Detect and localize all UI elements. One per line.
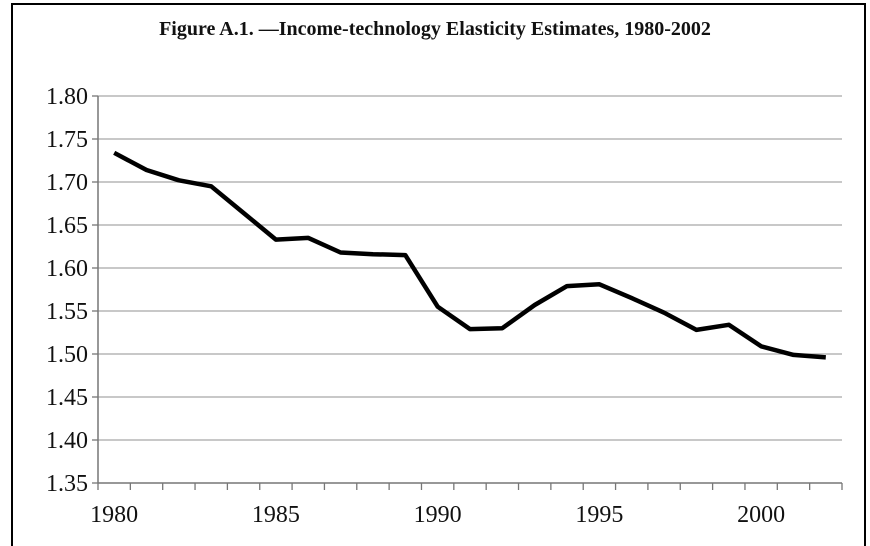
y-tick-label: 1.80 — [46, 84, 88, 110]
y-tick-label: 1.65 — [46, 213, 88, 239]
x-tick-label: 1995 — [575, 502, 623, 528]
y-tick-labels: 1.80 1.75 1.70 1.65 1.60 1.55 1.50 1.45 1.40 1.35 — [46, 84, 88, 497]
y-tick-label: 1.60 — [46, 256, 88, 282]
x-tick-label: 2000 — [737, 502, 785, 528]
y-tick-label: 1.50 — [46, 342, 88, 368]
figure-frame — [11, 3, 866, 546]
y-tick-label: 1.35 — [46, 471, 88, 497]
y-tick-label: 1.45 — [46, 385, 88, 411]
y-tick-label: 1.55 — [46, 299, 88, 325]
series-line — [113, 150, 826, 360]
series-group — [113, 150, 826, 360]
y-tick-label: 1.70 — [46, 170, 88, 196]
x-tick-labels: 1980 1985 1990 1995 2000 — [90, 502, 785, 528]
y-tick-label: 1.40 — [46, 428, 88, 454]
x-tick-label: 1980 — [90, 502, 138, 528]
y-tick-label: 1.75 — [46, 127, 88, 153]
axes — [92, 95, 843, 490]
grid-lines — [98, 95, 842, 441]
x-tick-label: 1990 — [414, 502, 462, 528]
x-tick-label: 1985 — [252, 502, 300, 528]
chart-title: Figure A.1. —Income-technology Elasticit… — [159, 18, 711, 40]
